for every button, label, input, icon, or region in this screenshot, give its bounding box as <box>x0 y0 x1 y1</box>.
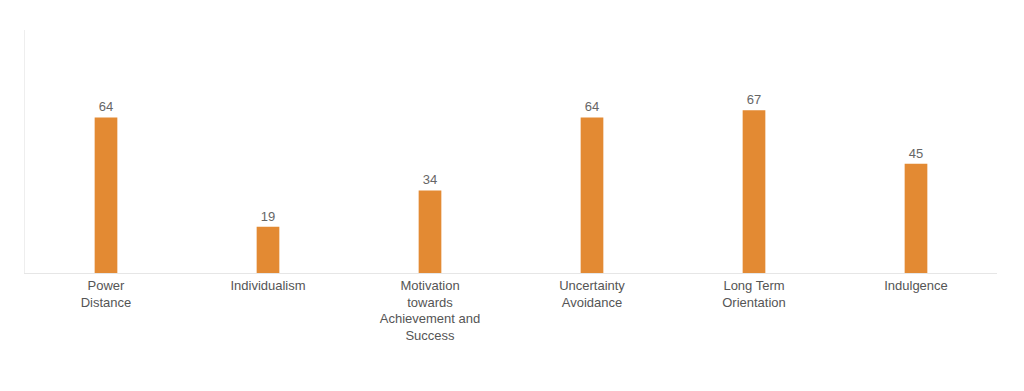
svg-text:Long TermOrientation: Long TermOrientation <box>722 278 786 310</box>
svg-text:64: 64 <box>99 99 113 114</box>
svg-text:67: 67 <box>747 92 761 107</box>
svg-text:MotivationtowardsAchievement a: MotivationtowardsAchievement andSuccess <box>380 278 480 344</box>
svg-text:UncertaintyAvoidance: UncertaintyAvoidance <box>559 278 625 310</box>
svg-text:34: 34 <box>423 172 437 187</box>
svg-text:Indulgence: Indulgence <box>884 278 948 293</box>
svg-text:19: 19 <box>261 209 275 224</box>
svg-text:PowerDistance: PowerDistance <box>81 278 132 310</box>
svg-text:64: 64 <box>585 99 599 114</box>
svg-text:45: 45 <box>909 146 923 161</box>
svg-text:Individualism: Individualism <box>230 278 305 293</box>
